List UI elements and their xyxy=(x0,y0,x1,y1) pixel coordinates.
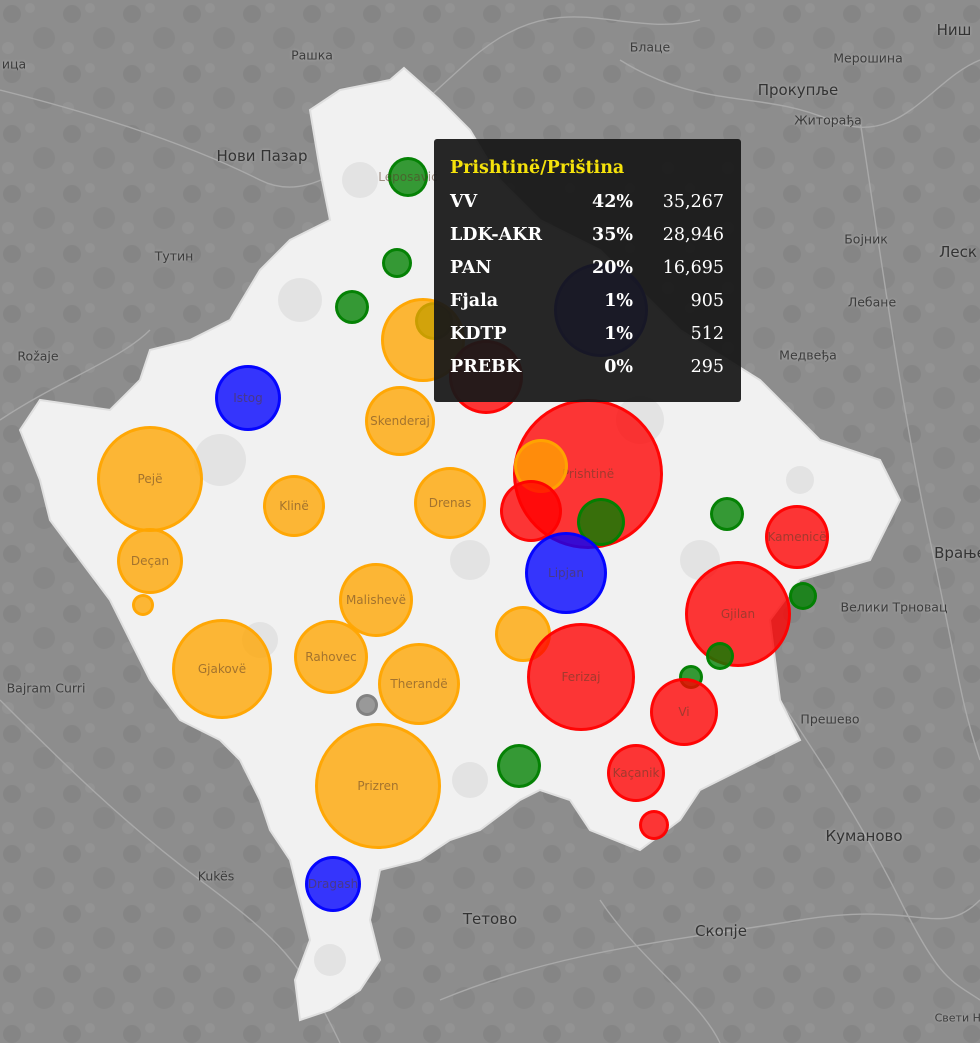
place-label-sveta: Свети Нико xyxy=(934,1011,980,1025)
tooltip-party: Fjala xyxy=(450,290,499,311)
bubble-mamusha[interactable] xyxy=(356,694,378,716)
bubble-label-kacanik: Kaçanik xyxy=(612,766,660,780)
bubble-rahovec[interactable]: Rahovec xyxy=(294,620,368,694)
place-label-kukes: Kukës xyxy=(197,868,235,884)
place-label-veliki-trnovac: Велики Трновац xyxy=(840,599,948,615)
bubble-label-skenderaj: Skenderaj xyxy=(370,414,430,428)
tooltip-percent: 42% xyxy=(592,191,633,212)
place-label-prokuplje: Прокупље xyxy=(757,81,839,99)
tooltip-percent: 1% xyxy=(604,323,633,344)
place-label-merosina: Мерошина xyxy=(833,50,903,66)
bubble-label-gjilan: Gjilan xyxy=(720,607,756,621)
tooltip-title: Prishtinë/Priština xyxy=(450,158,625,178)
bubble-kline[interactable]: Klinë xyxy=(263,475,325,537)
tooltip-votes: 295 xyxy=(690,356,724,377)
bubble-kacanik[interactable]: Kaçanik xyxy=(607,744,665,802)
bubble-drenas[interactable]: Drenas xyxy=(414,467,486,539)
bubble-shtrpce[interactable] xyxy=(497,744,541,788)
tooltip-row: Fjala 1% 905 xyxy=(450,284,725,317)
place-label-tetovo: Тетово xyxy=(462,910,518,928)
bubble-gjilan[interactable]: Gjilan xyxy=(685,561,791,667)
bubble-skenderaj[interactable]: Skenderaj xyxy=(365,386,435,456)
tooltip-percent: 20% xyxy=(592,257,633,278)
place-label-novi-pazar: Нови Пазар xyxy=(216,147,308,165)
bubble-zubin-potok[interactable] xyxy=(382,248,412,278)
tooltip-percent: 1% xyxy=(604,290,633,311)
place-label-lesk: Леск xyxy=(939,243,977,261)
bubble-novo-brdo[interactable] xyxy=(710,497,744,531)
tooltip-party: PAN xyxy=(450,257,492,278)
bubble-prizren[interactable]: Prizren xyxy=(315,723,441,849)
bubble-kamenica[interactable]: Kamenicë xyxy=(765,505,829,569)
place-label-nis: Ниш xyxy=(936,21,972,39)
tooltip-row: KDTP 1% 512 xyxy=(450,317,725,350)
bubble-viti[interactable]: Vi xyxy=(650,678,718,746)
place-label-nica: ица xyxy=(1,56,27,72)
place-label-vranje: Врање xyxy=(934,544,980,562)
bubble-label-prizren: Prizren xyxy=(357,779,399,793)
bubble-label-malisheve: Malishevë xyxy=(345,593,407,607)
bubble-label-rahovec: Rahovec xyxy=(305,650,357,664)
bubble-ferizaj[interactable]: Ferizaj xyxy=(527,623,635,731)
bubble-gracanica[interactable] xyxy=(577,498,625,546)
results-tooltip: Prishtinë/Priština VV 42% 35,267 LDK-AKR 35%… xyxy=(434,139,741,402)
bubble-label-kamenica: Kamenicë xyxy=(767,530,827,544)
bubble-peje[interactable]: Pejë xyxy=(97,426,203,532)
tooltip-row: VV 42% 35,267 xyxy=(450,185,725,218)
place-label-blace: Блаце xyxy=(629,39,671,55)
place-label-bojnik: Бојник xyxy=(844,231,888,247)
bubble-suhareke[interactable]: Therandë xyxy=(378,643,460,725)
tooltip-party: VV xyxy=(450,191,478,212)
tooltip-party: LDK-AKR xyxy=(450,224,543,245)
bubble-label-suhareke: Therandë xyxy=(390,677,448,691)
tooltip-row: PREBK 0% 295 xyxy=(450,350,725,383)
place-label-lebane: Лебане xyxy=(847,294,897,310)
bubble-decan[interactable]: Deçan xyxy=(117,528,183,594)
bubble-label-prishtine: Prishtinë xyxy=(561,467,615,481)
bubble-label-viti: Vi xyxy=(678,705,690,719)
place-label-tutin: Тутин xyxy=(154,248,194,264)
place-label-rozaje: Rožaje xyxy=(17,348,59,364)
bubble-partesh[interactable] xyxy=(706,642,734,670)
tooltip-votes: 16,695 xyxy=(662,257,724,278)
bubble-label-drenas: Drenas xyxy=(428,496,472,510)
bubble-hani-elezit[interactable] xyxy=(639,810,669,840)
bubble-label-kline: Klinë xyxy=(279,499,309,513)
bubble-label-peje: Pejë xyxy=(137,472,163,486)
place-label-zitoradja: Житорађа xyxy=(794,112,862,128)
bubble-lipjan[interactable]: Lipjan xyxy=(525,532,607,614)
bubble-istog[interactable]: Istog xyxy=(215,365,281,431)
bubble-leposavic[interactable]: Leposavić xyxy=(378,157,438,197)
bubble-gjakove[interactable]: Gjakovë xyxy=(172,619,272,719)
tooltip-votes: 905 xyxy=(690,290,724,311)
tooltip-party: PREBK xyxy=(450,356,522,377)
tooltip-row: LDK-AKR 35% 28,946 xyxy=(450,218,725,251)
tooltip-votes: 28,946 xyxy=(662,224,724,245)
bubble-junik[interactable] xyxy=(132,594,154,616)
tooltip-percent: 35% xyxy=(592,224,633,245)
place-label-raska: Рашка xyxy=(291,47,333,63)
place-label-presevo: Прешево xyxy=(800,711,860,727)
tooltip-votes: 512 xyxy=(690,323,724,344)
place-label-skopje: Скопје xyxy=(695,922,747,940)
bubble-label-dragash: Dragash xyxy=(307,877,359,891)
bubble-label-lipjan: Lipjan xyxy=(548,566,584,580)
tooltip-votes: 35,267 xyxy=(662,191,724,212)
tooltip-percent: 0% xyxy=(604,356,633,377)
tooltip-party: KDTP xyxy=(450,323,507,344)
bubble-ranilug[interactable] xyxy=(789,582,817,610)
bubble-label-decan: Deçan xyxy=(130,554,170,568)
bubble-zvecan[interactable] xyxy=(335,290,369,324)
bubble-label-istog: Istog xyxy=(233,391,263,405)
tooltip-rows: VV 42% 35,267 LDK-AKR 35% 28,946 PAN 20% 16,695 F… xyxy=(450,185,725,383)
bubble-fushe-kosove[interactable] xyxy=(500,480,562,542)
place-label-medvedja: Медвеђа xyxy=(779,347,837,363)
bubble-label-ferizaj: Ferizaj xyxy=(561,670,601,684)
bubble-dragash[interactable]: Dragash xyxy=(305,856,361,912)
tooltip-row: PAN 20% 16,695 xyxy=(450,251,725,284)
place-label-bajram-curri: Bajram Curri xyxy=(6,680,86,696)
place-label-kumanovo: Куманово xyxy=(825,827,903,845)
bubble-label-gjakove: Gjakovë xyxy=(197,662,247,676)
